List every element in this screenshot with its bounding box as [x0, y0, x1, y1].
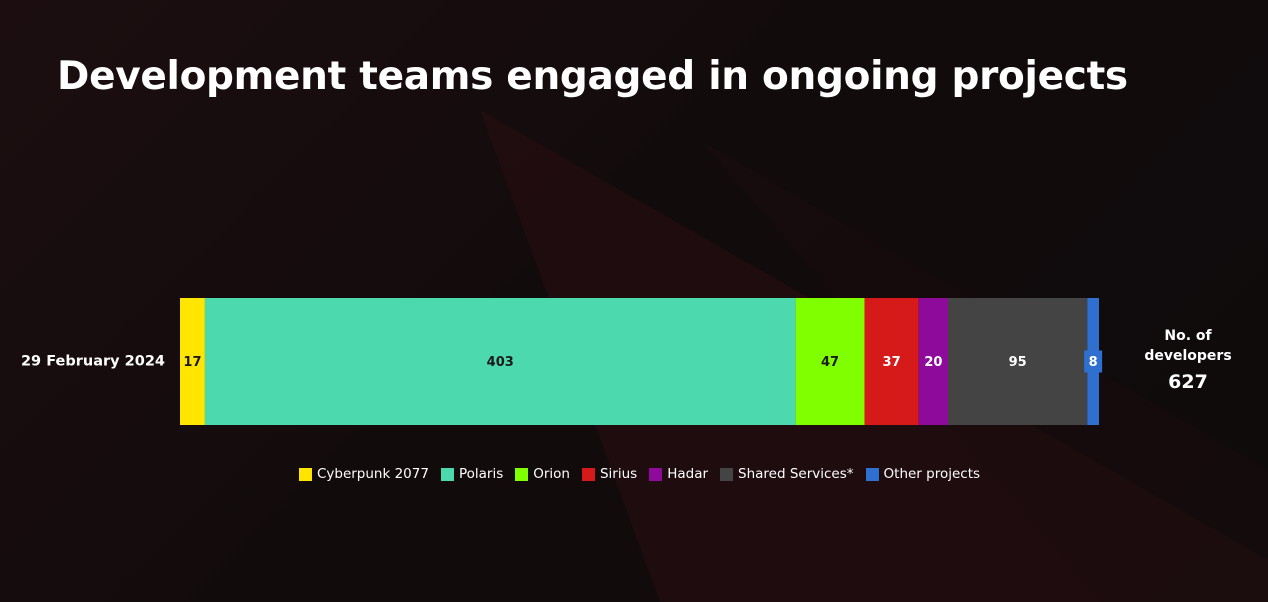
legend-item: Cyberpunk 2077 — [298, 466, 429, 482]
legend-label: Other projects — [883, 466, 981, 482]
category-label: 29 February 2024 — [21, 354, 165, 370]
bar-segment — [795, 298, 865, 425]
total: No. of developers 627 — [1133, 326, 1243, 393]
legend-item: Shared Services* — [720, 466, 854, 482]
legend-swatch — [720, 467, 734, 481]
value-label: 403 — [487, 355, 514, 370]
bar-segment — [204, 298, 796, 425]
legend-item: Polaris — [440, 466, 504, 482]
bar-segment — [180, 298, 205, 425]
value-label: 37 — [883, 355, 901, 370]
legend-label: Sirius — [599, 466, 638, 482]
value-label: 95 — [1009, 355, 1027, 370]
value-label-box — [1084, 350, 1103, 373]
total-label: No. of developers — [1144, 328, 1232, 364]
legend-swatch — [865, 467, 879, 481]
value-label: 8 — [1089, 355, 1098, 370]
legend-label: Cyberpunk 2077 — [316, 466, 429, 482]
legend-item: Hadar — [649, 466, 708, 482]
legend-swatch — [515, 467, 529, 481]
legend-swatch — [440, 467, 454, 481]
legend-swatch — [649, 467, 663, 481]
bar-segment — [948, 298, 1088, 425]
legend-swatch — [581, 467, 595, 481]
value-label: 17 — [183, 355, 201, 370]
legend-label: Hadar — [667, 466, 709, 482]
value-label: 47 — [821, 355, 839, 370]
legend-item: Orion — [515, 466, 570, 482]
legend-label: Orion — [533, 466, 570, 482]
chart-title: Development teams engaged in ongoing pro… — [57, 54, 1128, 99]
bar-segment — [918, 298, 949, 425]
legend-label: Polaris — [458, 466, 504, 482]
legend-item: Other projects — [865, 466, 981, 482]
legend-swatch — [298, 467, 312, 481]
legend-item: Sirius — [581, 466, 638, 482]
total-value: 627 — [1168, 371, 1208, 393]
legend: Cyberpunk 2077 Polaris Orion Sirius Hadar Sha… — [180, 466, 1099, 482]
legend-label: Shared Services* — [738, 466, 854, 482]
bar-segment — [864, 298, 919, 425]
value-label: 20 — [924, 355, 942, 370]
